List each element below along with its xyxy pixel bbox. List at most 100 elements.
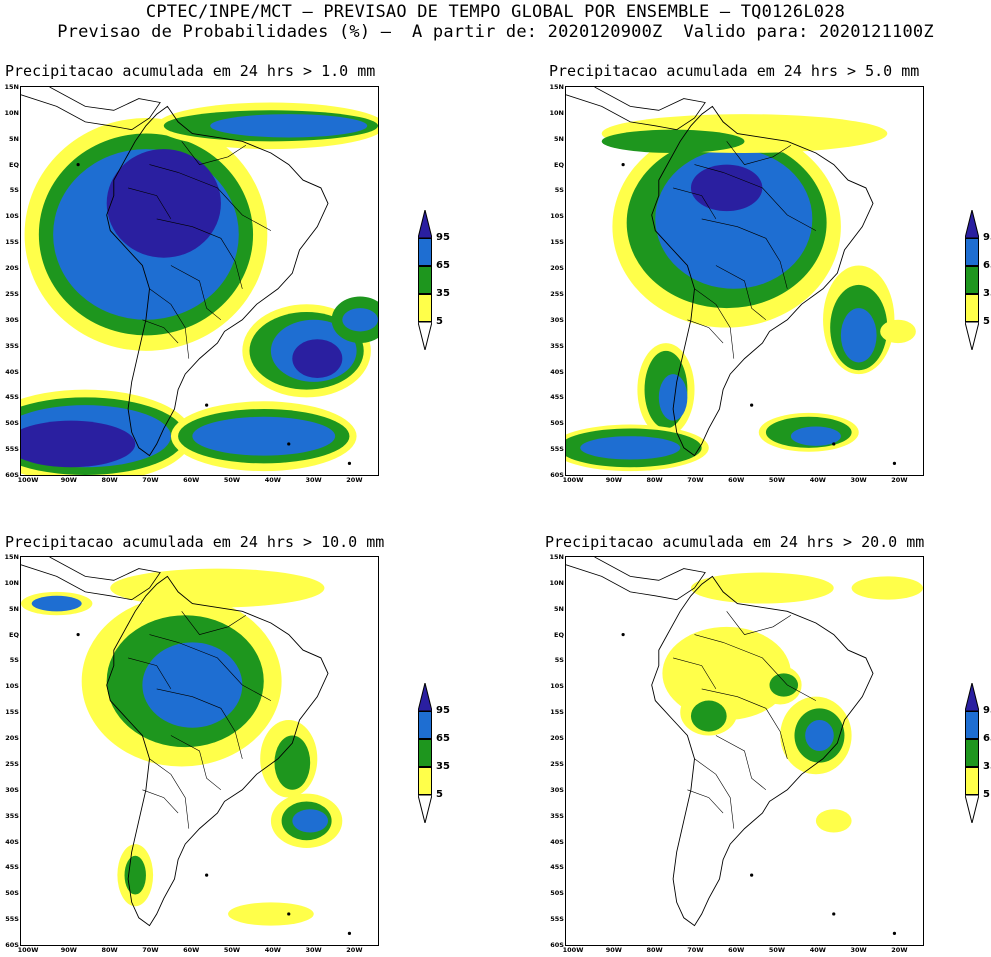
map-layer <box>566 87 916 472</box>
lat-tick-label: 10S <box>550 682 564 691</box>
colorbar-label: 65 <box>436 260 450 271</box>
country-border <box>142 319 179 344</box>
panel-title-2: Precipitacao acumulada em 24 hrs > 5.0 m… <box>549 62 920 80</box>
map-layer <box>566 557 923 935</box>
lat-tick-label: 55S <box>5 445 19 454</box>
country-border <box>694 288 735 359</box>
lat-tick-label: 40S <box>5 367 19 376</box>
probability-area-c65 <box>658 374 688 421</box>
lat-tick-label: 25S <box>5 759 19 768</box>
colorbar-segment <box>965 238 979 266</box>
country-border <box>181 141 247 165</box>
central-america-coastline <box>566 557 706 601</box>
country-border <box>715 735 767 791</box>
country-border <box>715 265 767 321</box>
lon-tick-label: 20W <box>346 476 363 484</box>
colorbar-label: 5 <box>436 316 443 327</box>
lat-tick-label: 30S <box>550 785 564 794</box>
lat-tick-label: 35S <box>5 811 19 820</box>
lat-tick-label: 50S <box>5 889 19 898</box>
country-border <box>673 657 717 690</box>
lat-tick-label: 5N <box>554 134 564 143</box>
lat-tick-label: 30S <box>5 315 19 324</box>
colorbar-segment <box>964 321 980 351</box>
colorbar-4: 95 65 35 5 <box>964 682 991 824</box>
colorbar-3: 95 65 35 5 <box>417 682 450 824</box>
lat-tick-label: 25S <box>5 289 19 298</box>
colorbar-label: 65 <box>983 260 991 271</box>
probability-area-c5 <box>110 568 325 608</box>
country-border <box>149 164 272 231</box>
island-marker <box>205 403 209 407</box>
lon-tick-label: 30W <box>850 476 867 484</box>
lat-tick-label: 15S <box>5 708 19 717</box>
lat-tick-label: 45S <box>550 863 564 872</box>
colorbar-segment <box>965 767 979 795</box>
colorbar-segment <box>418 294 432 322</box>
colorbar-segment <box>417 794 433 824</box>
lat-tick-label: EQ <box>554 630 564 639</box>
lat-tick-label: 5N <box>9 134 19 143</box>
island-marker <box>347 931 352 935</box>
map-layer <box>21 557 352 935</box>
lon-tick-label: 20W <box>891 946 908 954</box>
lat-tick-label: EQ <box>9 630 19 639</box>
lon-tick-label: 60W <box>728 476 745 484</box>
lat-tick-label: 10N <box>4 578 20 587</box>
lat-tick-label: 5S <box>9 186 19 195</box>
lon-tick-label: 80W <box>101 946 118 954</box>
probability-area-c95 <box>21 420 136 468</box>
lat-tick-label: 10S <box>5 682 19 691</box>
country-border <box>149 758 190 829</box>
lat-tick-label: 20S <box>5 264 19 273</box>
lon-tick-label: 80W <box>646 946 663 954</box>
colorbar-segment <box>418 739 432 767</box>
colorbar-label: 65 <box>983 733 991 744</box>
lon-tick-label: 40W <box>809 476 826 484</box>
lon-tick-label: 60W <box>183 946 200 954</box>
probability-area-c35 <box>274 735 311 790</box>
probability-map-5mm <box>565 86 924 476</box>
colorbar-segment <box>964 209 980 239</box>
lat-tick-label: 15N <box>4 83 20 91</box>
country-border <box>687 789 724 814</box>
lon-tick-label: 70W <box>142 476 159 484</box>
colorbar-label: 65 <box>436 733 450 744</box>
country-border <box>181 611 247 635</box>
colorbar-label: 35 <box>436 761 450 772</box>
lon-tick-label: 60W <box>728 946 745 954</box>
colorbar-1: 95 65 35 5 <box>417 209 450 351</box>
lat-tick-label: 20S <box>550 264 564 273</box>
lat-tick-label: 60S <box>550 471 564 479</box>
country-border <box>156 218 243 289</box>
colorbar-segment <box>418 767 432 795</box>
panel-title-4: Precipitacao acumulada em 24 hrs > 20.0 … <box>545 533 925 551</box>
map-layer <box>21 87 378 475</box>
lon-tick-label: 50W <box>223 476 241 484</box>
island-marker <box>750 873 754 877</box>
lat-tick-label: 15N <box>4 553 20 561</box>
colorbar-label: 95 <box>983 705 991 716</box>
lat-tick-label: 10N <box>549 578 565 587</box>
probability-area-c35 <box>601 129 745 153</box>
lon-tick-label: 50W <box>223 946 241 954</box>
lat-tick-label: 5S <box>554 186 564 195</box>
probability-area-c65 <box>580 436 681 460</box>
lat-tick-label: 30S <box>550 315 564 324</box>
lon-tick-label: 80W <box>101 476 118 484</box>
probability-area-c65 <box>192 416 336 456</box>
colorbar-segment <box>965 711 979 739</box>
probability-area-c65 <box>805 719 834 751</box>
lat-tick-label: 35S <box>550 341 564 350</box>
lat-tick-label: 60S <box>550 941 564 949</box>
colorbar-2: 95 65 35 5 <box>964 209 991 351</box>
lon-tick-label: 70W <box>687 946 704 954</box>
probability-area-c65 <box>292 809 329 833</box>
lon-tick-label: 100W <box>562 476 584 484</box>
lat-tick-label: 5S <box>554 656 564 665</box>
lat-tick-label: 25S <box>550 289 564 298</box>
lat-tick-label: 45S <box>550 393 564 402</box>
lon-tick-label: 80W <box>646 476 663 484</box>
panel-title-3: Precipitacao acumulada em 24 hrs > 10.0 … <box>5 533 385 551</box>
lat-tick-label: 5N <box>9 604 19 613</box>
